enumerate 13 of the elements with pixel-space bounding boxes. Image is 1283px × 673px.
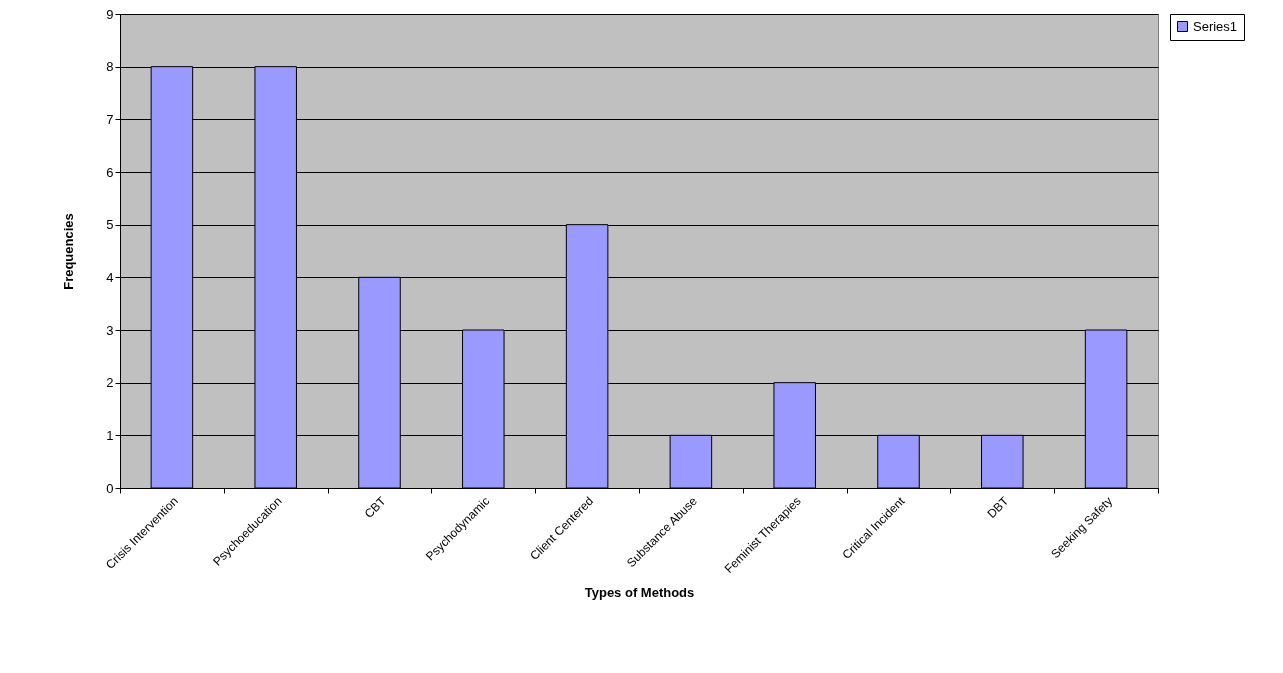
y-tick-label: 7 bbox=[106, 111, 114, 127]
y-tick-label: 2 bbox=[106, 375, 114, 391]
y-axis-title: Frequencies bbox=[61, 213, 77, 290]
y-tick-label: 9 bbox=[106, 6, 114, 22]
legend-label: Series1 bbox=[1193, 18, 1238, 34]
y-tick-label: 4 bbox=[106, 269, 114, 285]
y-tick-label: 8 bbox=[106, 59, 114, 75]
y-tick-label: 6 bbox=[106, 164, 114, 180]
y-tick-label: 1 bbox=[106, 427, 114, 443]
x-axis-title: Types of Methods bbox=[584, 585, 695, 601]
y-tick-label: 0 bbox=[106, 480, 114, 496]
y-tick-label: 3 bbox=[106, 322, 114, 338]
y-tick-label: 5 bbox=[106, 217, 114, 233]
